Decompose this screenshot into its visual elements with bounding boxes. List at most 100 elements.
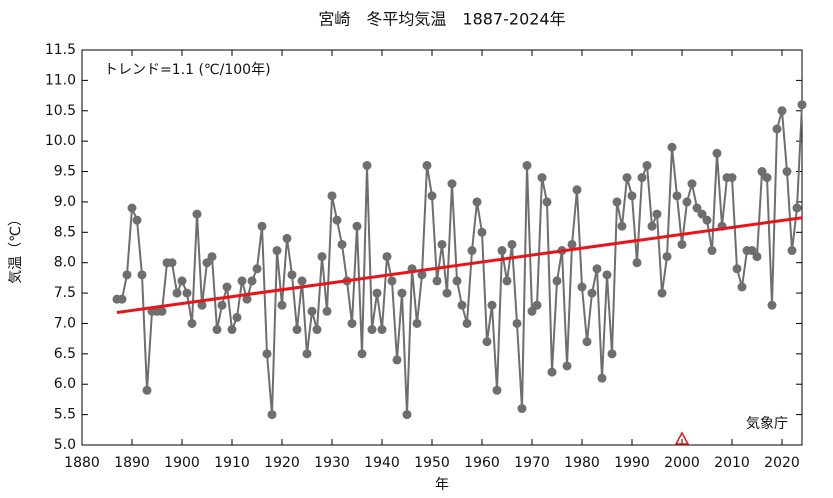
y-axis-label: 気温（℃） [8,212,24,284]
data-point [762,173,772,183]
x-tick-label: 1940 [364,455,400,471]
x-tick-label: 2020 [764,455,800,471]
trend-line [116,216,803,315]
data-point [392,355,402,365]
data-point [662,252,672,262]
data-point [422,160,432,170]
data-point [217,300,227,310]
x-tick-label: 1980 [564,455,600,471]
data-point [622,173,632,183]
data-point [492,385,502,395]
data-point [527,306,537,316]
data-point [657,288,667,298]
y-tick-label: 8.0 [54,255,76,271]
y-tick-label: 6.5 [54,346,76,362]
data-point [582,337,592,347]
data-point [132,215,142,225]
x-tick-label: 1960 [464,455,500,471]
data-point [122,270,132,280]
x-tick-label: 1920 [264,455,300,471]
data-point [707,246,717,256]
data-point [512,318,522,328]
data-point [517,404,527,414]
x-tick-label: 2000 [664,455,700,471]
data-point [287,270,297,280]
y-tick-label: 9.5 [54,164,76,180]
data-point [752,252,762,262]
data-point [207,252,217,262]
data-point [212,325,222,335]
data-point [467,246,477,256]
data-point [497,246,507,256]
data-point [632,258,642,268]
source-annotation: 気象庁 [746,416,788,432]
data-point [432,276,442,286]
data-point [417,270,427,280]
data-point [262,349,272,359]
data-point [697,209,707,219]
data-point [607,349,617,359]
data-point [482,337,492,347]
trend-annotation: トレンド=1.1 (℃/100年) [104,62,271,78]
data-point [307,306,317,316]
data-point [677,239,687,249]
data-point [532,300,542,310]
plot-frame [81,49,803,446]
data-point [652,209,662,219]
data-point [337,239,347,249]
data-point [232,312,242,322]
data-point [487,300,497,310]
x-axis-label: 年 [435,477,449,493]
data-point [672,191,682,201]
y-tick-label: 5.5 [54,407,76,423]
data-point [332,215,342,225]
data-point [197,300,207,310]
data-point [127,203,137,213]
data-point [172,288,182,298]
x-tick-label: 2010 [714,455,750,471]
data-point [592,264,602,274]
data-point [177,276,187,286]
y-tick-label: 6.0 [54,376,76,392]
data-point [202,258,212,268]
data-point [587,288,597,298]
data-point [367,325,377,335]
data-point [447,179,457,189]
data-point [727,173,737,183]
data-point [747,246,757,256]
data-point [292,325,302,335]
data-point [547,367,557,377]
data-point [267,410,277,420]
data-point [257,221,267,231]
data-point [252,264,262,274]
y-tick-label: 7.0 [54,315,76,331]
data-point [782,167,792,177]
data-point [602,270,612,280]
data-point [777,106,787,116]
data-point [792,203,802,213]
data-point [357,349,367,359]
y-tick-label: 5.0 [54,437,76,453]
data-point [247,276,257,286]
data-point [137,270,147,280]
chart-title: 宮崎 冬平均気温 1887-2024年 [318,10,565,29]
data-point [352,221,362,231]
data-point [362,160,372,170]
data-point [242,294,252,304]
data-point [597,373,607,383]
x-tick-label: 1900 [164,455,200,471]
data-point [457,300,467,310]
data-point [637,173,647,183]
data-point [402,410,412,420]
x-tick-label: 1890 [114,455,150,471]
data-point [452,276,462,286]
data-point [577,282,587,292]
data-point [502,276,512,286]
data-point [537,173,547,183]
data-point [682,197,692,207]
y-tick-label: 10.0 [45,133,76,149]
data-point [222,282,232,292]
series-line [117,104,803,415]
data-point [297,276,307,286]
data-point [572,185,582,195]
